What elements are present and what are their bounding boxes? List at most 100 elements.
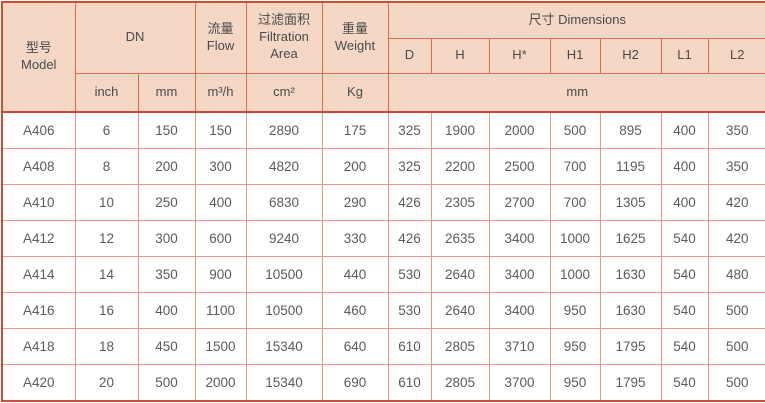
cell-h2: 1795 — [599, 328, 662, 366]
cell-model: A412 — [1, 219, 76, 258]
cell-weight: 640 — [321, 328, 389, 366]
cell-h-star: 3400 — [488, 219, 551, 258]
header-weight-zh: 重量 — [341, 20, 368, 36]
unit-flow: m³/h — [194, 72, 247, 113]
table-row: A408 8 200 300 4820 200 325 2200 2500 70… — [1, 147, 765, 185]
header-dim-d: D — [387, 37, 432, 74]
cell-flow: 1500 — [194, 328, 247, 366]
cell-d: 325 — [387, 147, 432, 185]
cell-dn-mm: 200 — [137, 147, 196, 185]
header-filtration-area-en1: Filtration — [259, 29, 309, 45]
cell-h: 2635 — [430, 219, 490, 258]
header-dim-h-star: H* — [488, 37, 551, 74]
cell-l2: 420 — [707, 183, 765, 221]
header-weight-en: Weight — [334, 37, 376, 53]
header-dim-l1: L1 — [660, 37, 709, 74]
cell-flow: 400 — [194, 183, 247, 221]
cell-dn-inch: 18 — [74, 328, 139, 366]
table-row: A418 18 450 1500 15340 640 610 2805 3710… — [1, 328, 765, 366]
cell-l2: 350 — [707, 110, 765, 149]
cell-dn-mm: 250 — [137, 183, 196, 221]
cell-area: 4820 — [245, 147, 323, 185]
unit-mm: mm — [137, 72, 196, 113]
cell-weight: 200 — [321, 147, 389, 185]
cell-model: A410 — [1, 183, 76, 221]
cell-dn-mm: 400 — [137, 292, 196, 330]
cell-l1: 400 — [660, 110, 709, 149]
table-row: A406 6 150 150 2890 175 325 1900 2000 50… — [1, 110, 765, 149]
header-flow-en: Flow — [206, 37, 235, 53]
header-dim-l2: L2 — [707, 37, 765, 74]
cell-h2: 1625 — [599, 219, 662, 258]
cell-h: 2200 — [430, 147, 490, 185]
cell-dn-inch: 20 — [74, 364, 139, 402]
cell-weight: 290 — [321, 183, 389, 221]
cell-h: 2305 — [430, 183, 490, 221]
cell-area: 15340 — [245, 328, 323, 366]
cell-l2: 500 — [707, 364, 765, 402]
cell-h1: 700 — [549, 147, 601, 185]
cell-weight: 440 — [321, 255, 389, 294]
cell-weight: 330 — [321, 219, 389, 258]
table-row: A410 10 250 400 6830 290 426 2305 2700 7… — [1, 183, 765, 221]
cell-h1: 700 — [549, 183, 601, 221]
cell-h-star: 3700 — [488, 364, 551, 402]
header-model-zh: 型号 — [25, 40, 52, 56]
cell-d: 530 — [387, 292, 432, 330]
cell-weight: 690 — [321, 364, 389, 402]
cell-h-star: 2500 — [488, 147, 551, 185]
table-header: 型号 Model DN 流量 Flow 过滤面积 Filtration Area… — [1, 1, 765, 113]
cell-h-star: 3400 — [488, 255, 551, 294]
cell-dn-inch: 12 — [74, 219, 139, 258]
cell-h2: 1795 — [599, 364, 662, 402]
cell-l2: 500 — [707, 292, 765, 330]
cell-dn-inch: 8 — [74, 147, 139, 185]
cell-dn-mm: 450 — [137, 328, 196, 366]
table-row: A416 16 400 1100 10500 460 530 2640 3400… — [1, 292, 765, 330]
cell-d: 325 — [387, 110, 432, 149]
cell-l1: 540 — [660, 219, 709, 258]
cell-h: 1900 — [430, 110, 490, 149]
cell-model: A418 — [1, 328, 76, 366]
cell-dn-inch: 16 — [74, 292, 139, 330]
cell-d: 530 — [387, 255, 432, 294]
header-filtration-area-en2: Area — [270, 46, 298, 62]
cell-l1: 540 — [660, 364, 709, 402]
cell-area: 10500 — [245, 255, 323, 294]
cell-l2: 350 — [707, 147, 765, 185]
cell-h: 2805 — [430, 364, 490, 402]
cell-h-star: 2000 — [488, 110, 551, 149]
cell-flow: 150 — [194, 110, 247, 149]
cell-flow: 900 — [194, 255, 247, 294]
cell-area: 6830 — [245, 183, 323, 221]
header-weight: 重量 Weight — [321, 1, 389, 74]
cell-dn-inch: 6 — [74, 110, 139, 149]
cell-flow: 600 — [194, 219, 247, 258]
table-row: A420 20 500 2000 15340 690 610 2805 3700… — [1, 364, 765, 402]
cell-model: A420 — [1, 364, 76, 402]
header-flow: 流量 Flow — [194, 1, 247, 74]
unit-weight: Kg — [321, 72, 389, 113]
cell-flow: 300 — [194, 147, 247, 185]
cell-h-star: 2700 — [488, 183, 551, 221]
cell-model: A406 — [1, 110, 76, 149]
cell-dn-inch: 14 — [74, 255, 139, 294]
header-dim-h2: H2 — [599, 37, 662, 74]
header-dim-h1: H1 — [549, 37, 601, 74]
cell-h2: 895 — [599, 110, 662, 149]
cell-flow: 2000 — [194, 364, 247, 402]
cell-d: 610 — [387, 364, 432, 402]
cell-area: 15340 — [245, 364, 323, 402]
cell-flow: 1100 — [194, 292, 247, 330]
header-dim-h: H — [430, 37, 490, 74]
header-filtration-area: 过滤面积 Filtration Area — [245, 1, 323, 74]
header-model-en: Model — [21, 57, 57, 72]
cell-d: 426 — [387, 219, 432, 258]
table-row: A412 12 300 600 9240 330 426 2635 3400 1… — [1, 219, 765, 258]
cell-h2: 1195 — [599, 147, 662, 185]
cell-l1: 540 — [660, 328, 709, 366]
cell-h1: 950 — [549, 292, 601, 330]
cell-weight: 175 — [321, 110, 389, 149]
cell-h: 2640 — [430, 292, 490, 330]
cell-area: 9240 — [245, 219, 323, 258]
